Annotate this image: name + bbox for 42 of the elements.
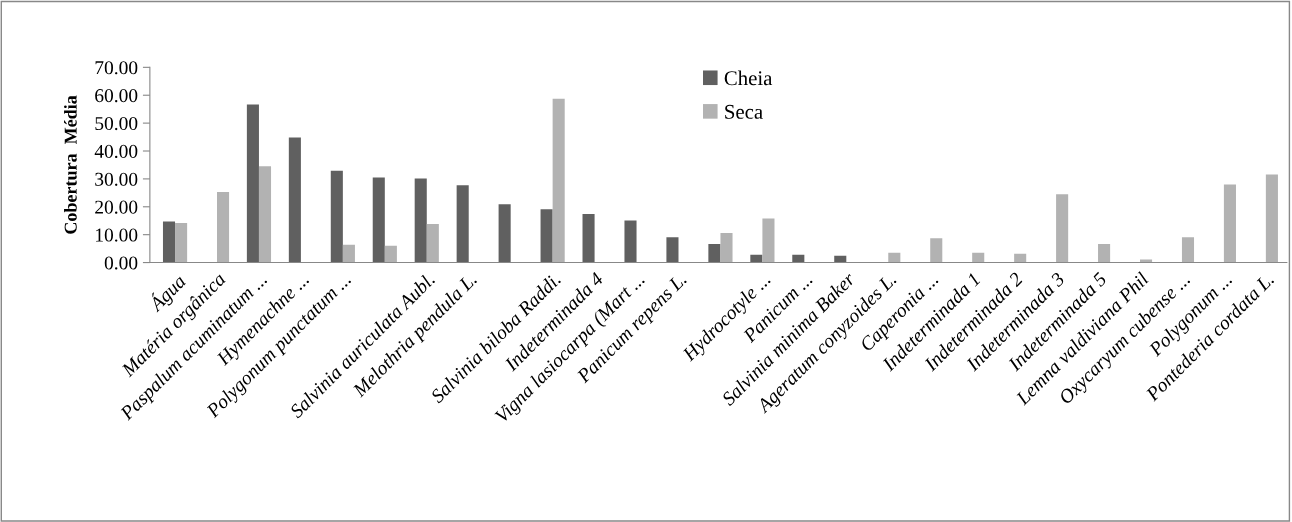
bar [1265,174,1278,263]
legend-label: Seca [725,104,763,119]
bar [708,243,721,263]
bar [1139,259,1153,263]
y-tick-label: 10.00 [96,228,138,242]
bar [1181,237,1195,263]
bar [456,185,469,263]
bar [288,137,301,263]
bar [552,98,565,263]
bar [162,221,176,263]
bar [582,214,595,263]
bar [666,237,679,263]
y-tick-label: 50.00 [95,116,138,131]
bar [720,233,733,263]
y-tick-label: 20.00 [95,200,138,214]
bar [342,244,355,263]
y-tick-label: 0.00 [104,256,138,270]
bar [217,192,230,263]
bar [258,166,272,263]
bar [426,224,439,263]
bar [175,222,188,263]
legend-label: Cheia [724,70,773,86]
y-tick-label: 30.00 [95,172,138,186]
bar [372,177,385,263]
y-tick-label: 40.00 [94,144,138,159]
bar [1098,243,1111,263]
bar [414,178,427,263]
bar [384,245,397,263]
bar [1056,194,1069,263]
bar [330,170,343,263]
y-tick-label: 70.00 [95,61,138,75]
bar [246,104,259,263]
bar [972,252,985,263]
bar [930,238,943,263]
bar [624,220,637,263]
bar [762,218,775,263]
y-axis-title: Cobertura Média [64,95,77,234]
y-tick-label: 60.00 [95,89,138,103]
bar [1223,184,1236,263]
bar [498,204,511,263]
bar [540,209,553,263]
bar [888,252,901,263]
